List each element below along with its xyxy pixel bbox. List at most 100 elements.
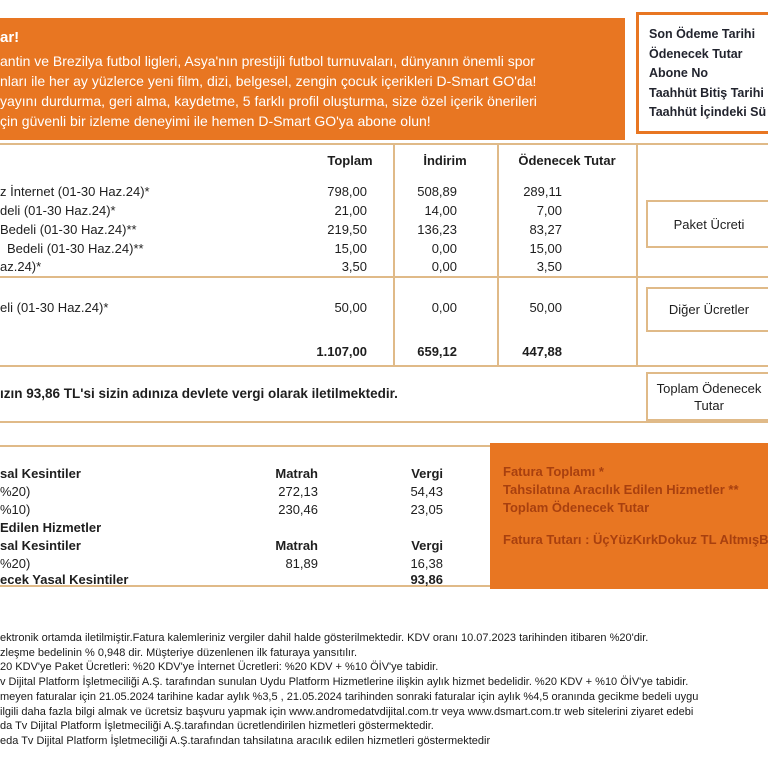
deduction-matrah: 272,13 bbox=[278, 484, 318, 499]
summary-label-due-date: Son Ödeme Tarihi bbox=[649, 27, 756, 41]
table-row: eli (01-30 Haz.24)* 50,00 0,00 50,00 bbox=[0, 300, 637, 316]
deduction-row: %10) 230,46 23,05 bbox=[0, 502, 470, 517]
deduction-row: %20) 81,89 16,38 bbox=[0, 556, 470, 571]
charge-total: 50,00 bbox=[334, 300, 367, 315]
charge-total: 219,50 bbox=[327, 222, 367, 237]
deduction-matrah: Matrah bbox=[275, 538, 318, 553]
summary-label-commitment-end: Taahhüt Bitiş Tarihi bbox=[649, 85, 764, 100]
footnotes: ektronik ortamda iletilmiştir.Fatura kal… bbox=[0, 631, 768, 749]
summary-label-commitment-period: Taahhüt İçindeki Sü bbox=[649, 105, 767, 119]
divider bbox=[0, 421, 768, 423]
divider bbox=[0, 276, 768, 278]
column-divider bbox=[393, 145, 395, 365]
deduction-vergi: 54,43 bbox=[410, 484, 443, 499]
deduction-matrah: Matrah bbox=[275, 466, 318, 481]
charge-discount: 0,00 bbox=[431, 259, 457, 274]
section-label-text: Diğer Ücretler bbox=[668, 302, 750, 317]
section-label-other-fees: Diğer Ücretler bbox=[646, 287, 768, 332]
deduction-vergi: 16,38 bbox=[410, 556, 443, 571]
promo-line: yayını durdurma, geri alma, kaydetme, 5 … bbox=[0, 93, 537, 109]
footnote-line: meyen faturalar için 21.05.2024 tarihine… bbox=[0, 690, 699, 703]
summary-box: Son Ödeme Tarihi Ödenecek Tutar Abone No… bbox=[636, 12, 768, 134]
charge-label: Bedeli (01-30 Haz.24)** bbox=[7, 241, 144, 256]
table-row: z İnternet (01-30 Haz.24)* 798,00 508,89… bbox=[0, 184, 637, 200]
promo-headline: ar! bbox=[0, 29, 20, 46]
promo-line: çin güvenli bir izleme deneyimi ile heme… bbox=[0, 113, 431, 129]
charge-payable: 289,11 bbox=[523, 184, 562, 199]
deduction-label: ecek Yasal Kesintiler bbox=[0, 572, 129, 587]
grand-discount: 659,12 bbox=[417, 344, 457, 359]
charge-label: deli (01-30 Haz.24)* bbox=[0, 203, 116, 218]
charge-payable: 7,00 bbox=[536, 203, 562, 218]
charge-discount: 0,00 bbox=[431, 300, 457, 315]
deduction-row: %20) 272,13 54,43 bbox=[0, 484, 470, 499]
summary-label-amount-due: Ödenecek Tutar bbox=[649, 46, 743, 61]
deduction-label: %20) bbox=[0, 556, 31, 571]
deduction-label: %20) bbox=[0, 484, 31, 499]
divider bbox=[0, 365, 768, 367]
deduction-row: ecek Yasal Kesintiler 93,86 bbox=[0, 572, 470, 587]
grand-total: 1.107,00 bbox=[316, 344, 367, 359]
section-label-package-fee: Paket Ücreti bbox=[646, 200, 768, 248]
column-header-discount: İndirim bbox=[423, 153, 467, 168]
charge-label: z İnternet (01-30 Haz.24)* bbox=[0, 184, 150, 199]
charge-total: 15,00 bbox=[334, 241, 367, 256]
deduction-label: %10) bbox=[0, 502, 31, 517]
section-label-text: Paket Ücreti bbox=[673, 216, 745, 232]
charge-discount: 0,00 bbox=[431, 241, 457, 256]
deduction-label: sal Kesintiler bbox=[0, 466, 81, 481]
footnote-line: zleşme bedelinin % 0,948 dir. Müşteriye … bbox=[0, 646, 358, 659]
panel-line: Toplam Ödenecek Tutar bbox=[503, 500, 650, 515]
panel-line: Fatura Toplamı * bbox=[503, 464, 604, 479]
section-label-text: Toplam Ödenecek Tutar bbox=[656, 380, 762, 413]
promo-line: antin ve Brezilya futbol ligleri, Asya'n… bbox=[0, 53, 535, 69]
panel-line: Tahsilatına Aracılık Edilen Hizmetler ** bbox=[503, 482, 739, 497]
charge-label: eli (01-30 Haz.24)* bbox=[0, 300, 109, 315]
charge-discount: 508,89 bbox=[417, 184, 457, 199]
divider bbox=[0, 585, 490, 587]
grand-payable: 447,88 bbox=[522, 344, 562, 359]
charge-discount: 136,23 bbox=[417, 222, 457, 237]
deduction-row: sal Kesintiler Matrah Vergi bbox=[0, 538, 470, 553]
deduction-row: sal Kesintiler Matrah Vergi bbox=[0, 466, 470, 481]
column-header-payable: Ödenecek Tutar bbox=[518, 153, 616, 168]
divider bbox=[0, 143, 768, 145]
charge-payable: 15,00 bbox=[529, 241, 562, 256]
charge-total: 3,50 bbox=[341, 259, 367, 274]
section-label-total-payable: Toplam Ödenecek Tutar bbox=[646, 372, 768, 421]
column-divider bbox=[497, 145, 499, 365]
table-row: deli (01-30 Haz.24)* 21,00 14,00 7,00 bbox=[0, 203, 637, 219]
deduction-matrah: 230,46 bbox=[278, 502, 318, 517]
promo-line: nları ile her ay yüzlerce yeni film, diz… bbox=[0, 73, 537, 89]
charge-total: 798,00 bbox=[327, 184, 367, 199]
deduction-label: sal Kesintiler bbox=[0, 538, 81, 553]
footnote-line: 20 KDV'ye Paket Ücretleri: %20 KDV'ye İn… bbox=[0, 661, 439, 674]
footnote-line: da Tv Dijital Platform İşletmeciliği A.Ş… bbox=[0, 720, 434, 733]
totals-row: 1.107,00 659,12 447,88 bbox=[0, 344, 637, 360]
charge-payable: 3,50 bbox=[536, 259, 562, 274]
charge-label: Bedeli (01-30 Haz.24)** bbox=[0, 222, 137, 237]
table-row: Bedeli (01-30 Haz.24)** 15,00 0,00 15,00 bbox=[0, 241, 637, 257]
deduction-vergi: Vergi bbox=[411, 538, 443, 553]
summary-label-subscriber-no: Abone No bbox=[649, 66, 709, 80]
table-row: az.24)* 3,50 0,00 3,50 bbox=[0, 259, 637, 275]
tax-note: ızın 93,86 TL'si sizin adınıza devlete v… bbox=[0, 386, 398, 401]
deduction-vergi: Vergi bbox=[411, 466, 443, 481]
deduction-vergi: 93,86 bbox=[410, 572, 443, 587]
charge-payable: 50,00 bbox=[529, 300, 562, 315]
footnote-line: eda Tv Dijital Platform İşletmeciliği A.… bbox=[0, 734, 491, 747]
deduction-row: Edilen Hizmetler bbox=[0, 520, 470, 535]
promo-banner: ar! antin ve Brezilya futbol ligleri, As… bbox=[0, 18, 625, 140]
footnote-line: ilgili daha fazla bilgi almak ve ücretsi… bbox=[0, 705, 694, 718]
footnote-line: v Dijital Platform İşletmeciliği A.Ş. ta… bbox=[0, 676, 689, 689]
deduction-matrah: 81,89 bbox=[285, 556, 318, 571]
charge-label: az.24)* bbox=[0, 259, 42, 274]
deduction-label: Edilen Hizmetler bbox=[0, 520, 102, 535]
deduction-vergi: 23,05 bbox=[410, 502, 443, 517]
invoice-summary-panel: Fatura Toplamı * Tahsilatına Aracılık Ed… bbox=[490, 443, 768, 589]
footnote-line: ektronik ortamda iletilmiştir.Fatura kal… bbox=[0, 632, 649, 644]
table-row: Bedeli (01-30 Haz.24)** 219,50 136,23 83… bbox=[0, 222, 637, 238]
charge-discount: 14,00 bbox=[424, 203, 457, 218]
charge-payable: 83,27 bbox=[529, 222, 562, 237]
